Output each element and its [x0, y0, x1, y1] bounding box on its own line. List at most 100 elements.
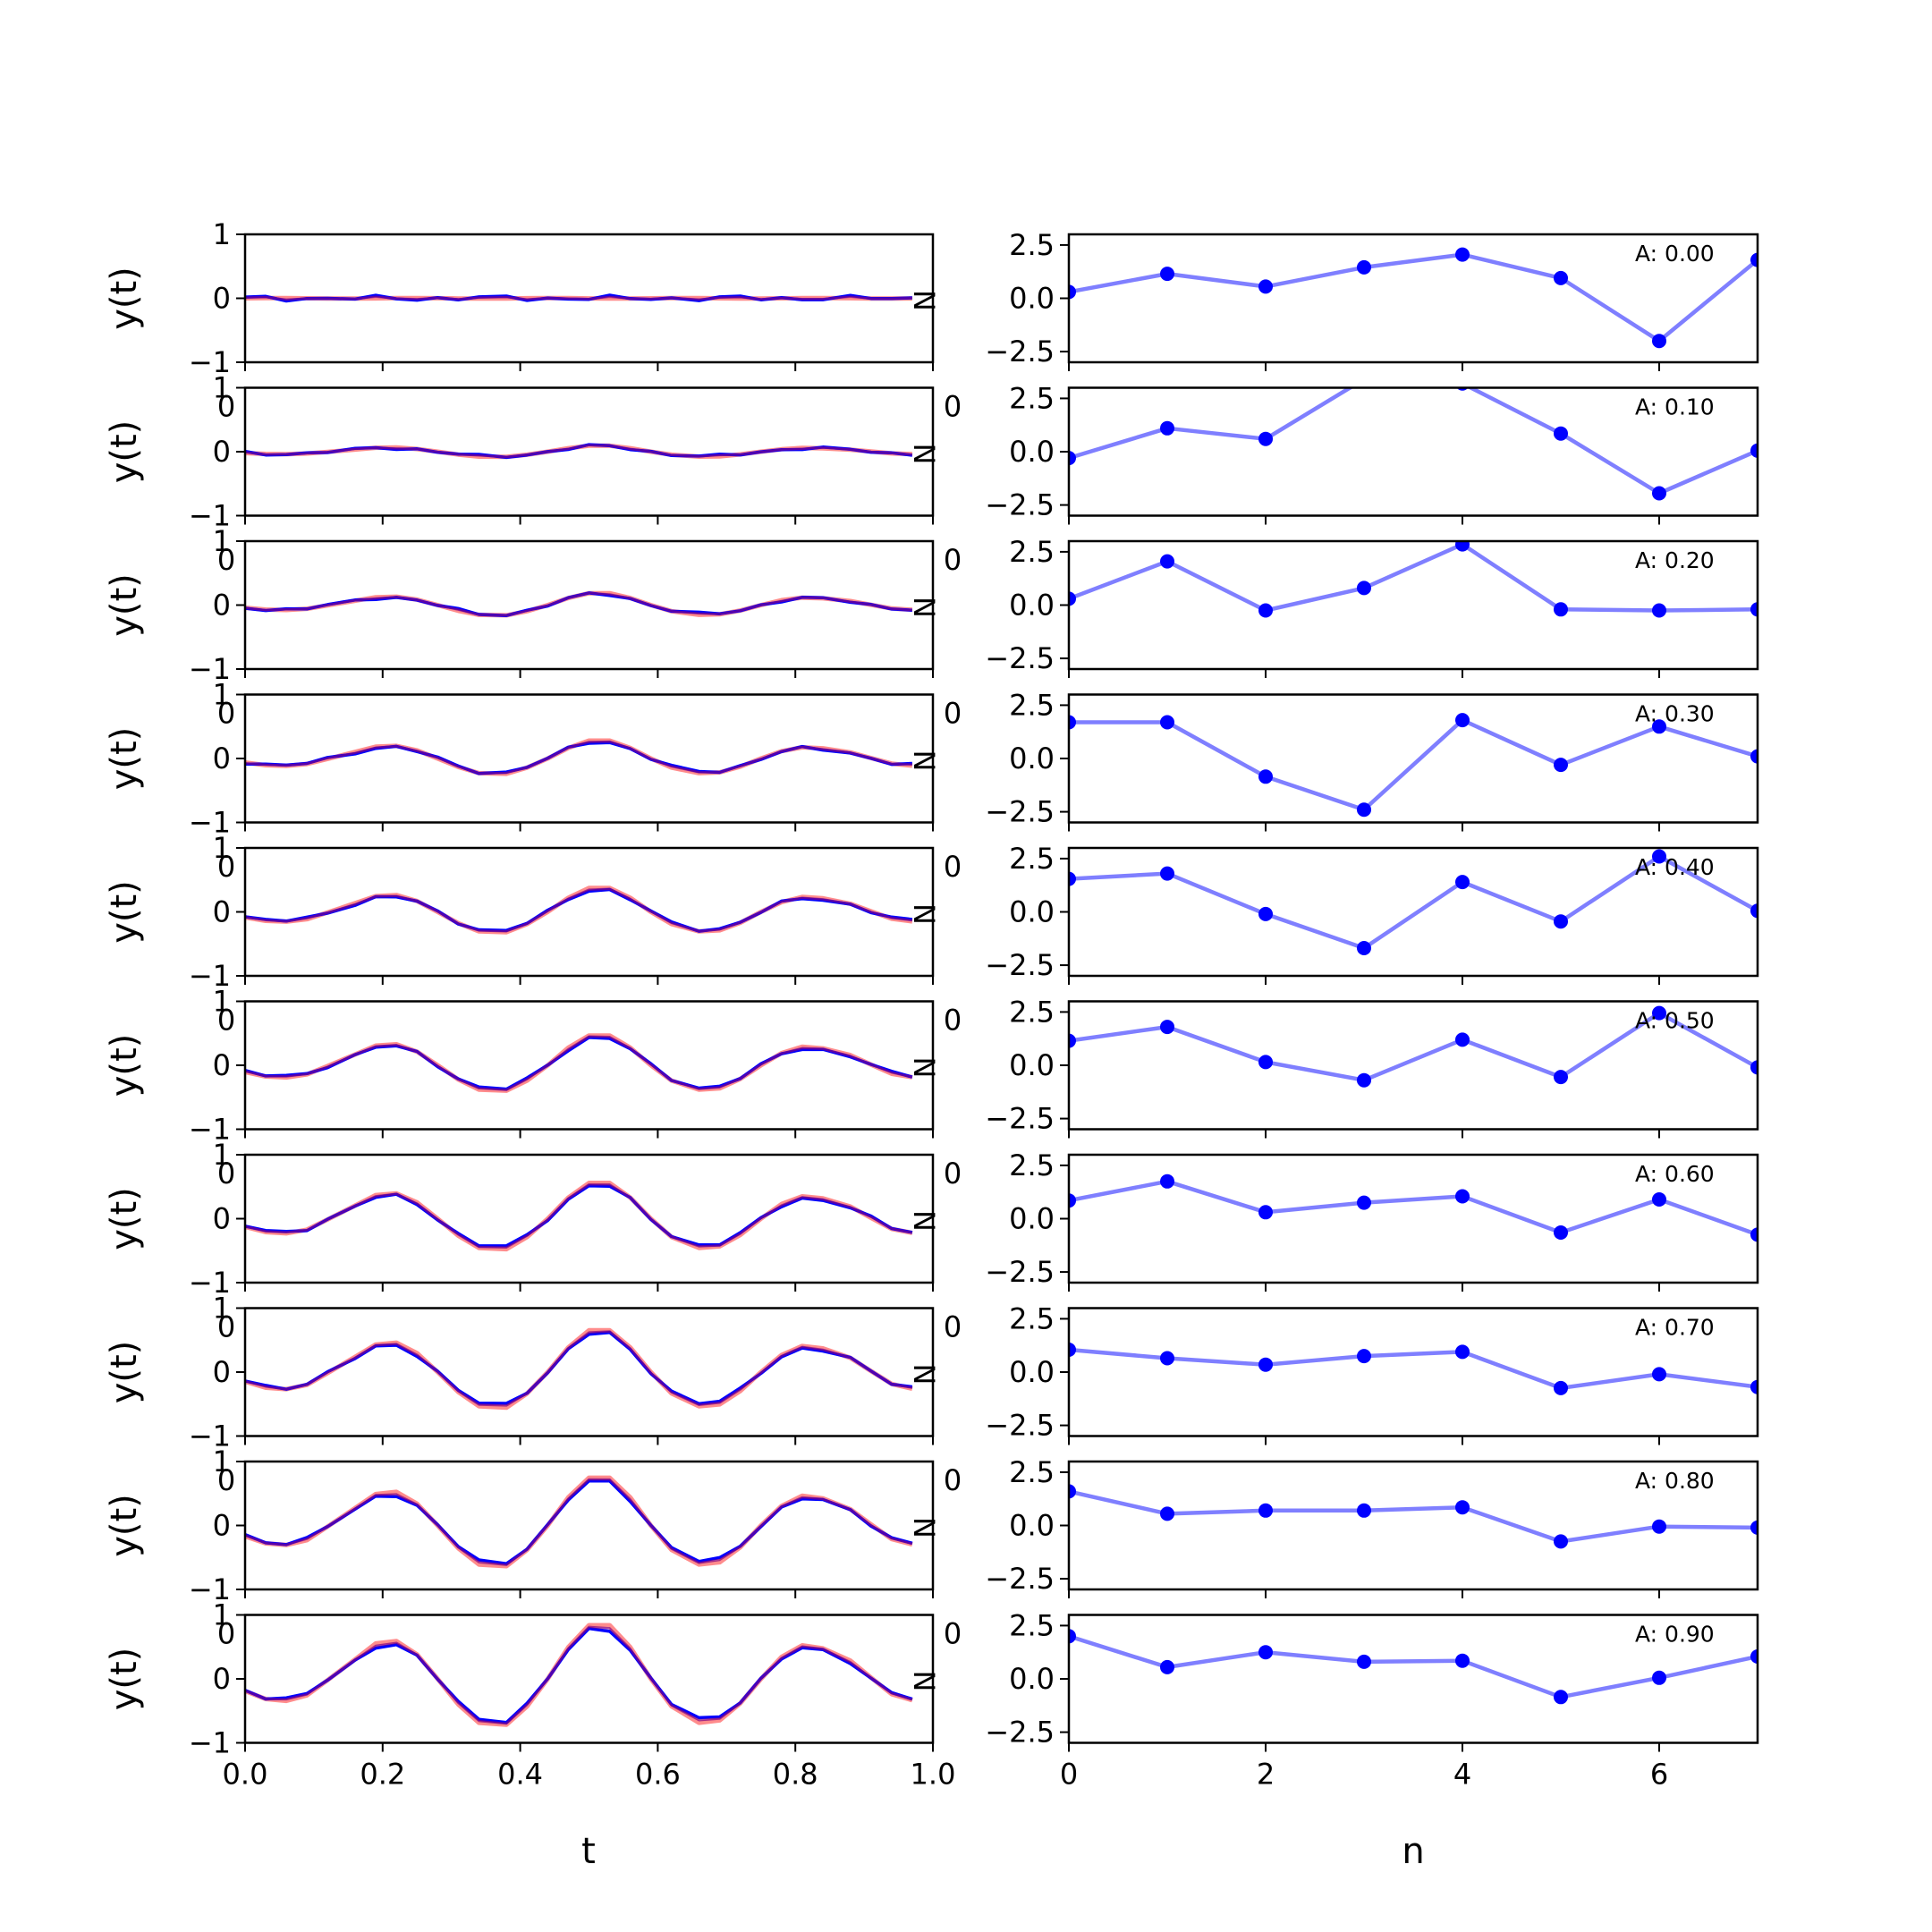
right-series-line	[1069, 387, 1758, 496]
right-panel-5: 2.5 0.0 −2.5 A: 0.40 0	[944, 842, 1759, 985]
left-y-tick-label: −1	[189, 959, 231, 993]
left-panel-7: 10−1y(t) N0	[104, 1138, 941, 1300]
left-x-tick-label: 0.2	[360, 1758, 405, 1792]
left-y-tick-label: 1	[213, 1445, 231, 1479]
right-y-tick-label: 2.5	[1009, 688, 1055, 722]
left-series-purple-line	[244, 591, 912, 617]
right-y-tick-label: 0.0	[1009, 1048, 1055, 1082]
right-series-marker	[1160, 1020, 1174, 1035]
right-series-marker	[1357, 802, 1371, 818]
right-panel-bg	[1069, 234, 1758, 362]
left-y-tick-label: −1	[189, 1266, 231, 1300]
left-y-tick-label: 0	[213, 1662, 231, 1696]
right-y-tick-label: 2.5	[1009, 228, 1055, 262]
right-series-marker	[1750, 602, 1758, 617]
left-series-purple-line	[244, 1478, 913, 1566]
right-series-marker	[1750, 252, 1758, 267]
right-series-marker	[1554, 1070, 1568, 1085]
right-series-marker	[1357, 1349, 1371, 1364]
left-stray-label-n: N	[907, 903, 941, 925]
right-series-marker	[1258, 431, 1273, 446]
left-panel-10: 10−10.0 0.2 0.4 0.6 0.8 1.0y(t) N0	[104, 1598, 955, 1792]
right-series-marker	[1652, 1192, 1666, 1207]
right-y-tick-label: 2.5	[1009, 381, 1055, 415]
right-series-marker	[1455, 247, 1470, 262]
right-series-marker	[1455, 541, 1470, 552]
left-x-tick-label: 0.8	[773, 1758, 818, 1792]
right-stray-label-zero: 0	[944, 390, 962, 424]
left-y-axis-label: y(t)	[104, 1494, 145, 1557]
left-panel-2: 10−1y(t) N0	[104, 371, 941, 533]
right-series-marker	[1160, 554, 1174, 569]
right-series-marker	[1357, 1195, 1371, 1210]
left-stray-label-zero: 0	[217, 1004, 235, 1038]
right-series-line	[1069, 854, 1758, 951]
left-y-tick-label: 0	[213, 589, 231, 623]
left-stray-label-n: N	[907, 597, 941, 618]
right-series-marker	[1069, 451, 1076, 466]
right-series-marker	[1160, 866, 1174, 881]
right-series-marker	[1258, 1055, 1273, 1070]
right-series-7	[1069, 1174, 1758, 1242]
right-panel-annotation: A: 0.90	[1635, 1622, 1715, 1648]
left-y-axis-label: y(t)	[104, 1341, 145, 1404]
left-y-tick-label: 1	[213, 524, 231, 558]
right-series-marker	[1069, 591, 1076, 606]
left-y-tick-label: 1	[213, 1292, 231, 1326]
right-y-tick-label: −2.5	[985, 641, 1055, 675]
right-series-marker	[1750, 1060, 1758, 1075]
right-panel-1: 2.5 0.0 −2.5 A: 0.00	[985, 228, 1759, 371]
left-stray-label-zero: 0	[217, 1463, 235, 1497]
left-series-purple-line	[244, 1625, 913, 1725]
right-y-tick-label: −2.5	[985, 1716, 1055, 1750]
left-panel-frame	[243, 386, 935, 517]
left-y-tick-label: 0	[213, 1509, 231, 1543]
right-series-4	[1069, 713, 1758, 818]
left-series-purple-line	[244, 1182, 913, 1249]
right-series-marker	[1455, 875, 1470, 890]
right-series-marker	[1652, 1519, 1666, 1534]
right-series-marker	[1652, 719, 1666, 734]
right-series-marker	[1750, 443, 1758, 458]
right-y-tick-label: 0.0	[1009, 1202, 1055, 1236]
left-panel-9: 10−1y(t) N0	[104, 1445, 941, 1606]
right-panel-bg	[1069, 541, 1758, 669]
right-y-tick-label: 0.0	[1009, 435, 1055, 469]
right-panel-annotation: A: 0.10	[1635, 394, 1715, 420]
left-panel-bg	[245, 694, 933, 823]
right-series-marker	[1069, 715, 1076, 730]
right-series-5	[1069, 849, 1758, 955]
right-panel-bg	[1069, 1614, 1758, 1743]
right-stray-label-zero: 0	[944, 1004, 962, 1038]
right-stray-label-zero: 0	[944, 1310, 962, 1344]
right-panel-frame	[1067, 1307, 1759, 1437]
left-panel-frame	[243, 693, 935, 824]
right-series-marker	[1554, 270, 1568, 285]
right-panel-annotation: A: 0.30	[1635, 701, 1715, 727]
right-panel-frame	[1067, 693, 1759, 824]
right-panel-9: 2.5 0.0 −2.5 A: 0.80 0	[944, 1455, 1759, 1598]
right-series-marker	[1554, 1534, 1568, 1549]
right-series-marker	[1258, 1503, 1273, 1518]
right-panel-annotation: A: 0.20	[1635, 547, 1715, 573]
right-series-marker	[1357, 941, 1371, 955]
right-series-marker	[1455, 1653, 1470, 1668]
right-x-tick-label: 2	[1257, 1758, 1275, 1792]
right-y-tick-label: −2.5	[985, 1562, 1055, 1596]
right-panel-frame	[1067, 1460, 1759, 1591]
left-y-tick-label: −1	[189, 806, 231, 840]
right-panel-annotation: A: 0.80	[1635, 1468, 1715, 1494]
left-panel-bg	[245, 1155, 933, 1283]
left-panel-bg	[245, 1001, 933, 1130]
left-y-tick-label: 0	[213, 1202, 231, 1236]
left-stray-label-n: N	[907, 444, 941, 465]
right-y-tick-label: 0.0	[1009, 589, 1055, 623]
right-panel-frame	[1067, 233, 1759, 364]
left-stray-label-zero: 0	[217, 1310, 235, 1344]
right-series-marker	[1750, 749, 1758, 764]
right-series-marker	[1652, 849, 1666, 864]
right-y-tick-label: −2.5	[985, 488, 1055, 522]
left-series-purple-line	[244, 295, 912, 301]
left-stray-label-zero: 0	[217, 1157, 235, 1191]
